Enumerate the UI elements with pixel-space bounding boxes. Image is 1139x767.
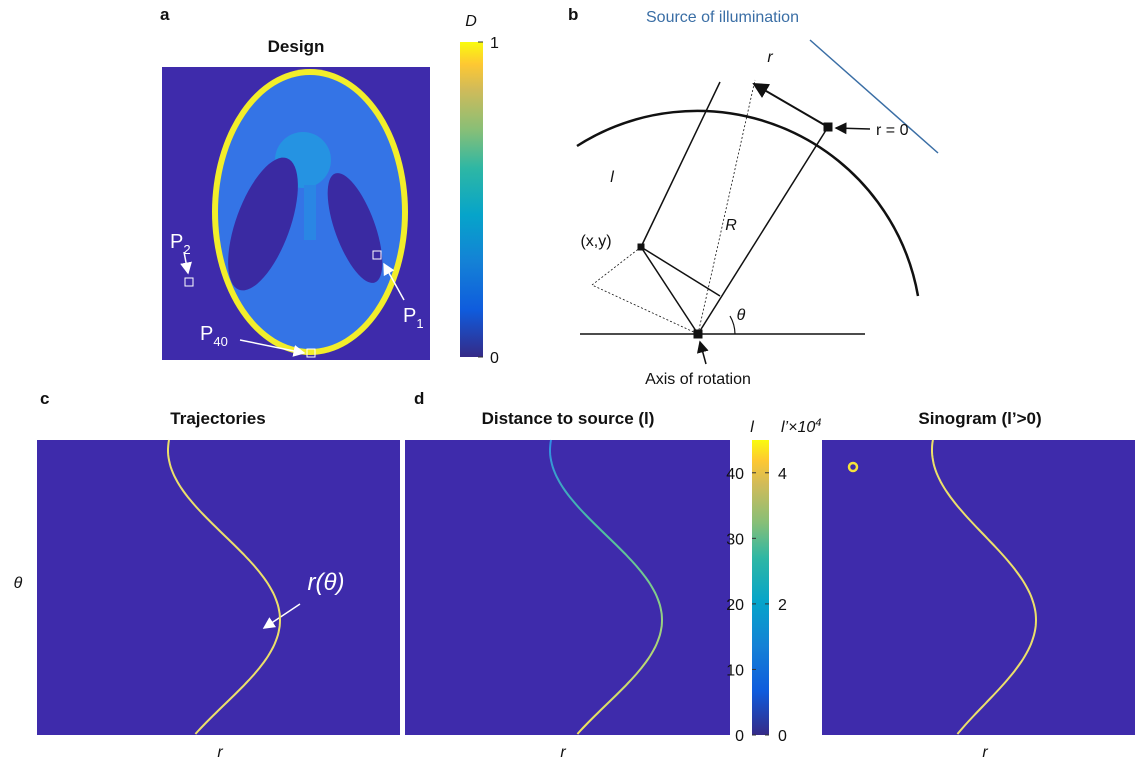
label: Trajectories (170, 409, 265, 428)
line (698, 127, 828, 334)
label: r (982, 744, 988, 761)
point (694, 330, 702, 338)
label: D (465, 13, 477, 30)
colorbar (752, 440, 769, 735)
label: r (217, 744, 223, 761)
label-sub: 1 (416, 316, 423, 331)
label: 40 (726, 466, 744, 483)
panel-b (577, 40, 938, 364)
label: 4 (778, 466, 787, 483)
label: 0 (490, 350, 499, 367)
label: 30 (726, 531, 744, 548)
figure: aDesignD01P2P1P40bSource of illumination… (0, 0, 1139, 762)
label: l (750, 419, 754, 436)
arrow (700, 342, 706, 364)
label-sup: 4 (815, 417, 821, 429)
line (641, 247, 720, 296)
theta-arc (730, 316, 735, 334)
label-base: l’×10 (781, 419, 815, 436)
label: r = 0 (876, 122, 909, 139)
colorbar (460, 42, 483, 357)
label: Distance to source (l) (482, 409, 655, 428)
label: d (414, 389, 424, 408)
label: Source of illumination (646, 9, 799, 26)
label: r (560, 744, 566, 761)
label: 1 (490, 35, 499, 52)
label: r (767, 49, 773, 66)
label-base: P (200, 323, 213, 345)
label-base: P (170, 231, 183, 253)
label: l (610, 169, 614, 186)
label: Sinogram (l’>0) (918, 409, 1041, 428)
label-sub: 40 (213, 334, 227, 349)
label: r(θ) (308, 569, 345, 596)
l-line (641, 82, 720, 247)
label-base: P (403, 305, 416, 327)
point (638, 244, 644, 250)
label: R (725, 217, 737, 234)
point (824, 123, 832, 131)
trajectories-image (37, 440, 400, 735)
stem (304, 185, 316, 240)
source-line (810, 40, 938, 153)
distance-image (405, 440, 730, 735)
label: 2 (778, 597, 787, 614)
sinogram-image (822, 440, 1135, 735)
label: Design (268, 37, 325, 56)
arc (577, 111, 918, 296)
line (641, 247, 698, 334)
label: θ (14, 575, 23, 592)
label: 0 (735, 728, 744, 745)
label: 0 (778, 728, 787, 745)
panel-a (162, 42, 483, 360)
label: a (160, 5, 170, 24)
label: b (568, 5, 578, 24)
arrow (836, 128, 870, 129)
label-sub: 2 (183, 242, 190, 257)
dotted-line (698, 80, 755, 334)
label: Axis of rotation (645, 371, 751, 388)
label: l’×104 (781, 417, 821, 436)
label: 10 (726, 662, 744, 679)
label: (x,y) (580, 233, 611, 250)
label: 20 (726, 597, 744, 614)
dotted-line (592, 247, 698, 334)
label: θ (737, 307, 746, 324)
label: c (40, 389, 49, 408)
